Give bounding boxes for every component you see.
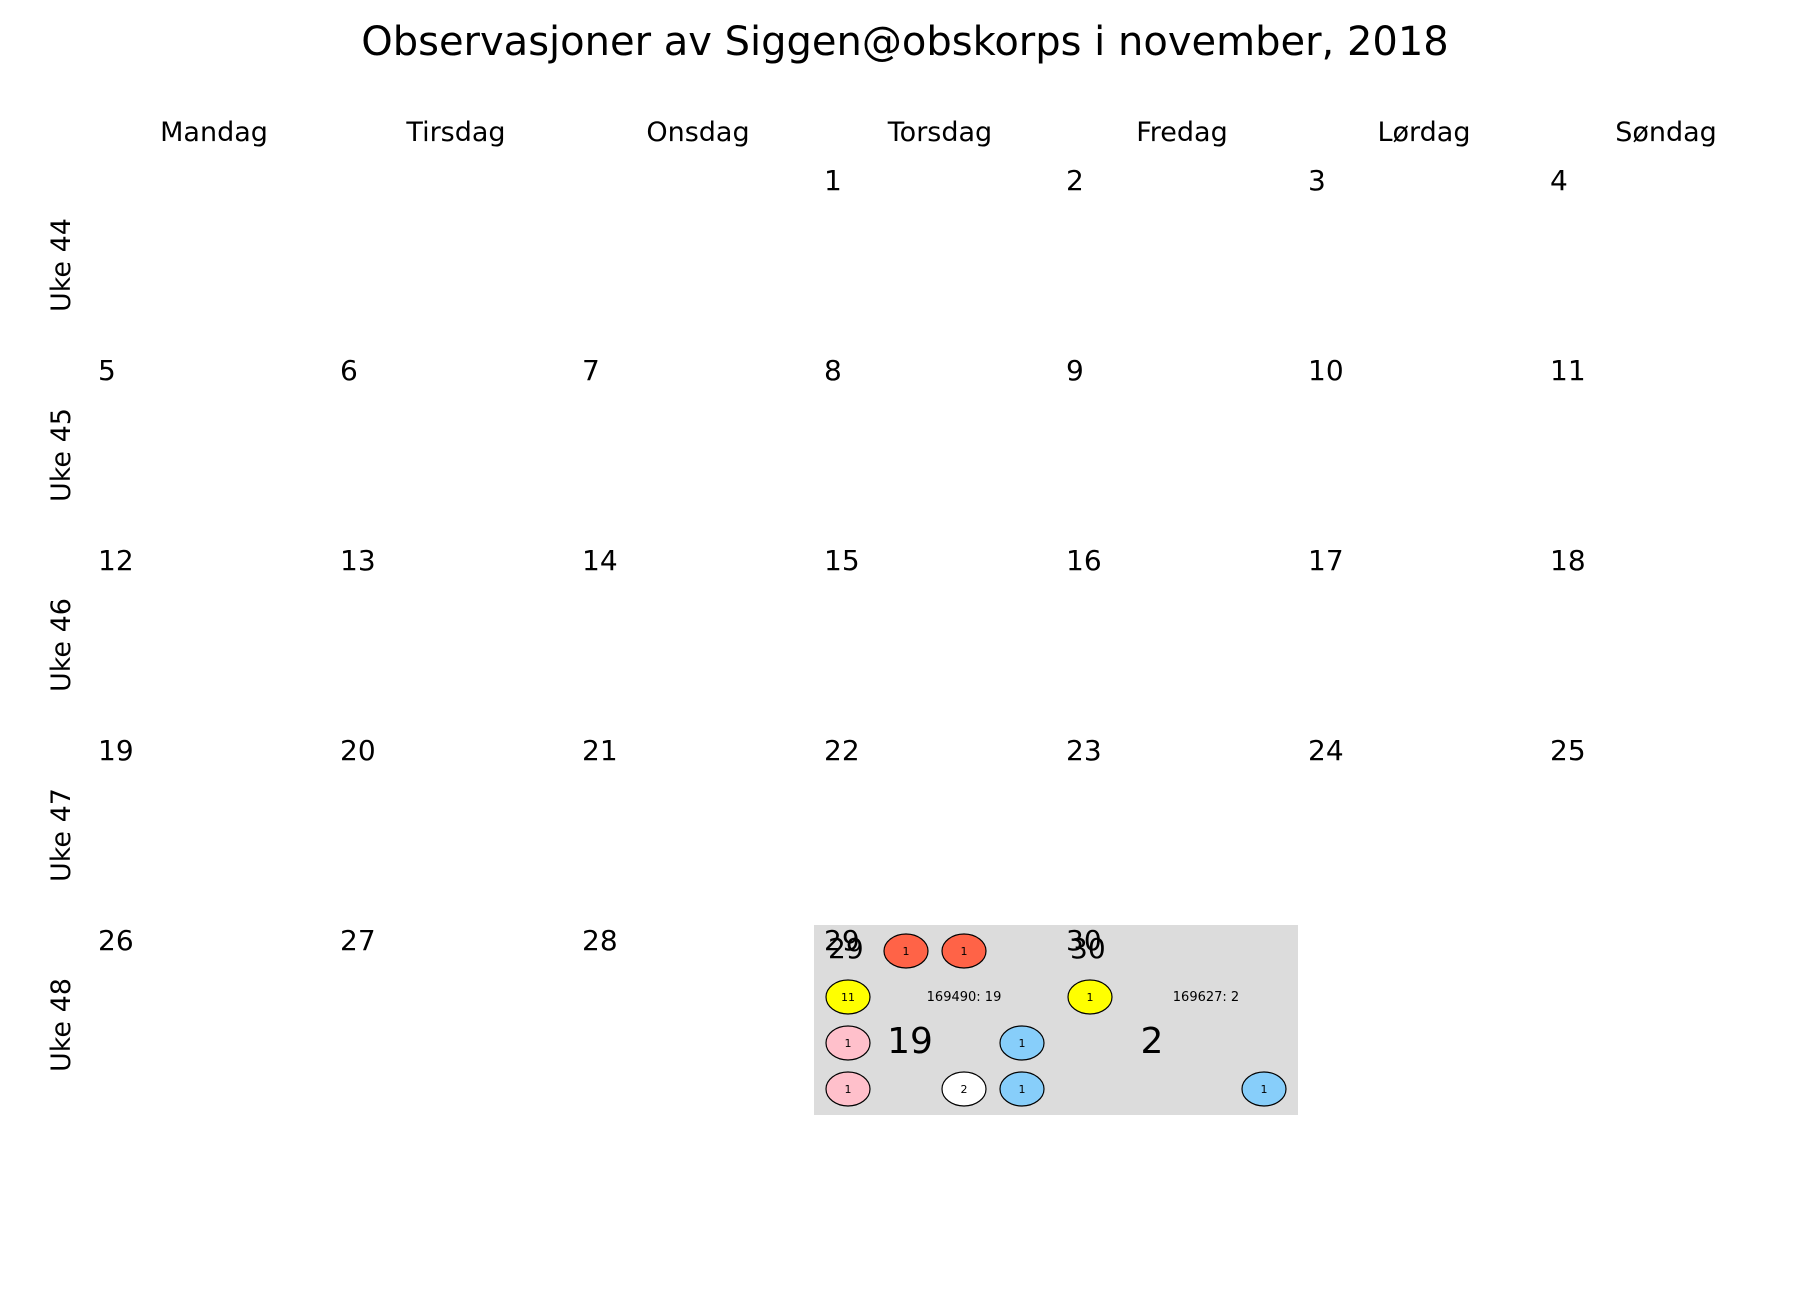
day-number: 8	[824, 354, 842, 387]
day-number: 2	[1066, 164, 1084, 197]
chart-title: Observasjoner av Siggen@obskorps i novem…	[361, 19, 1449, 65]
day-number: 21	[582, 734, 618, 767]
observation-marker	[825, 1071, 871, 1107]
marker-count: 1	[845, 1037, 852, 1050]
day-number: 16	[1066, 544, 1102, 577]
day-number: 18	[1550, 544, 1586, 577]
marker-count: 1	[1261, 1083, 1268, 1096]
marker-count: 1	[961, 945, 968, 958]
day-number: 3	[1308, 164, 1326, 197]
day-number: 27	[340, 924, 376, 957]
observation-total: 19	[887, 1021, 933, 1062]
observation-marker	[1241, 1071, 1287, 1107]
day-number: 9	[1066, 354, 1084, 387]
day-number: 14	[582, 544, 618, 577]
day-number: 30	[1066, 924, 1102, 957]
observation-marker	[1067, 979, 1113, 1015]
marker-count: 1	[845, 1083, 852, 1096]
week-label: Uke 44	[46, 218, 77, 312]
observation-marker	[825, 979, 871, 1015]
day-number: 1	[824, 164, 842, 197]
day-number: 6	[340, 354, 358, 387]
marker-count: 1	[903, 945, 910, 958]
weekday-header: Torsdag	[887, 117, 992, 148]
observation-marker	[941, 1071, 987, 1107]
day-number: 20	[340, 734, 376, 767]
observation-marker	[825, 1025, 871, 1061]
weekday-header: Tirsdag	[405, 117, 505, 148]
weekday-header: Fredag	[1136, 117, 1228, 148]
weekday-header: Mandag	[160, 117, 268, 148]
marker-count: 2	[961, 1083, 968, 1096]
day-number: 7	[582, 354, 600, 387]
day-number: 24	[1308, 734, 1344, 767]
week-label: Uke 45	[46, 408, 77, 502]
observation-id-label: 169627: 2	[1173, 990, 1239, 1005]
day-number: 29	[828, 932, 864, 965]
day-number: 5	[98, 354, 116, 387]
observation-marker	[941, 933, 987, 969]
week-label: Uke 46	[46, 598, 77, 692]
observation-marker	[999, 1025, 1045, 1061]
observation-marker	[883, 933, 929, 969]
marker-count: 1	[1019, 1037, 1026, 1050]
weekday-header: Onsdag	[646, 117, 749, 148]
observation-marker	[999, 1071, 1045, 1107]
day-number: 26	[98, 924, 134, 957]
marker-count: 1	[1019, 1083, 1026, 1096]
marker-count: 11	[841, 991, 855, 1004]
week-label: Uke 48	[46, 978, 77, 1072]
day-number: 22	[824, 734, 860, 767]
marker-count: 1	[1087, 991, 1094, 1004]
day-number: 25	[1550, 734, 1586, 767]
day-number: 29	[824, 924, 860, 957]
day-number: 28	[582, 924, 618, 957]
weekday-header: Lørdag	[1377, 117, 1470, 148]
weekday-header: Søndag	[1615, 117, 1717, 148]
day-number: 12	[98, 544, 134, 577]
day-number: 19	[98, 734, 134, 767]
day-number: 30	[1070, 932, 1106, 965]
week-label: Uke 47	[46, 788, 77, 882]
day-number: 17	[1308, 544, 1344, 577]
day-number: 13	[340, 544, 376, 577]
day-number: 11	[1550, 354, 1586, 387]
observation-id-label: 169490: 19	[927, 990, 1002, 1005]
day-number: 23	[1066, 734, 1102, 767]
day-number: 4	[1550, 164, 1568, 197]
day-number: 10	[1308, 354, 1344, 387]
observation-total: 2	[1141, 1021, 1164, 1062]
day-number: 15	[824, 544, 860, 577]
